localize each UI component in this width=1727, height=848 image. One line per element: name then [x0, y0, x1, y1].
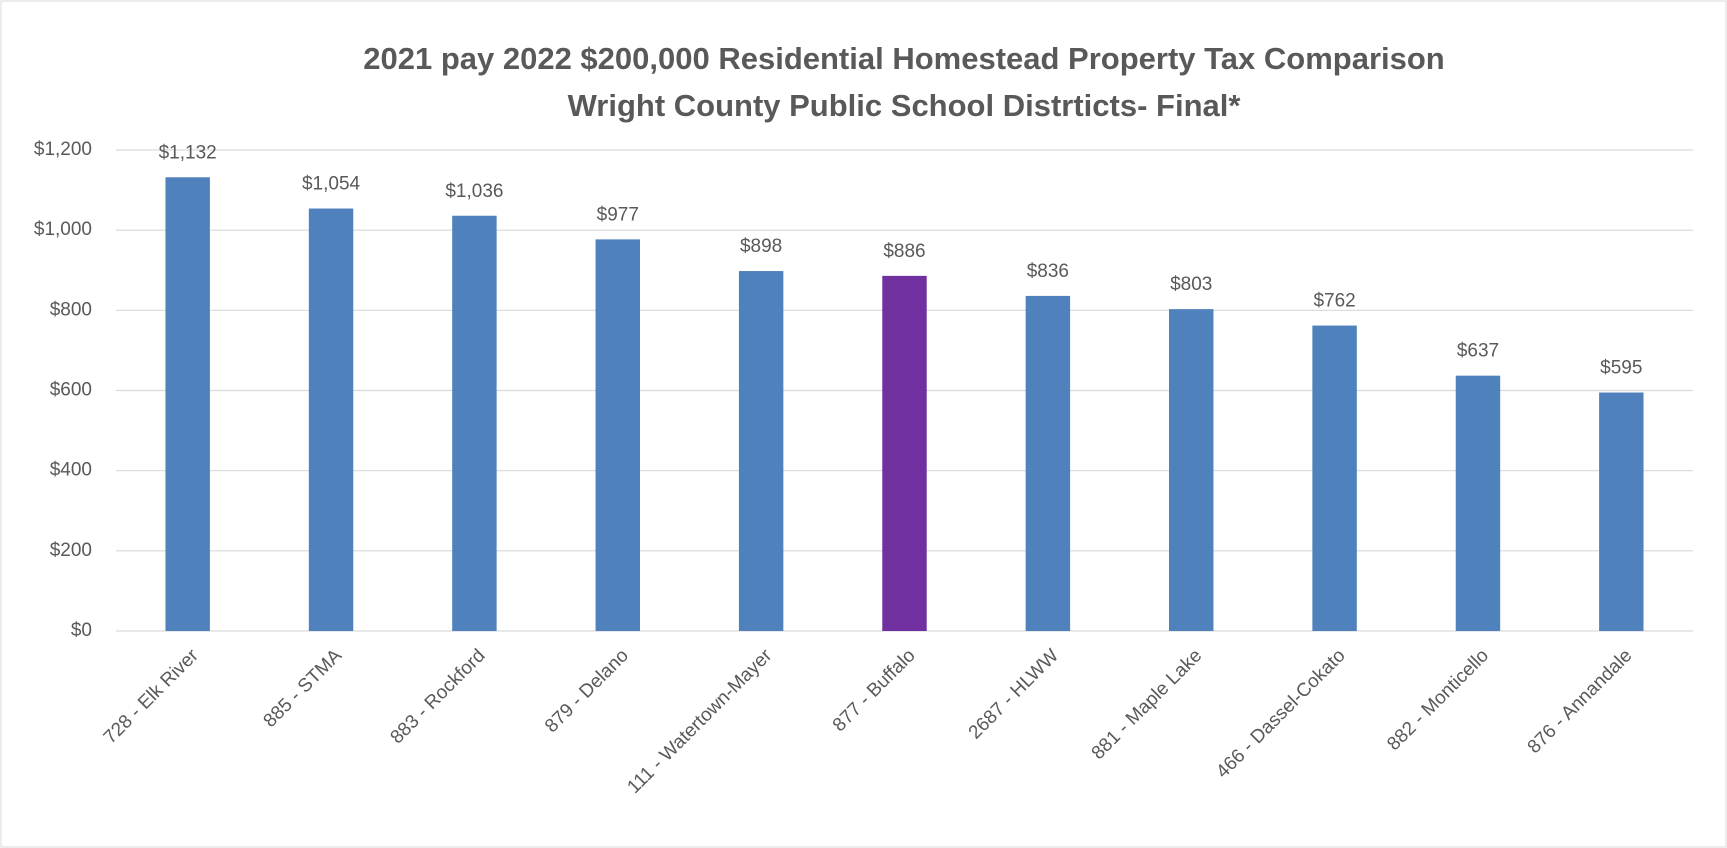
y-tick-label: $400 [50, 460, 92, 481]
data-label: $977 [597, 204, 639, 225]
bar [1169, 309, 1214, 631]
y-tick-label: $1,000 [34, 219, 92, 240]
chart-subtitle: Wright County Public School Distrticts- … [568, 88, 1242, 123]
y-tick-label: $200 [50, 540, 92, 561]
chart-title: 2021 pay 2022 $200,000 Residential Homes… [363, 41, 1445, 76]
bar [1025, 295, 1071, 631]
data-label: $637 [1457, 341, 1499, 362]
bar [1312, 325, 1357, 631]
data-label: $803 [1170, 274, 1212, 295]
data-label: $1,132 [159, 142, 217, 163]
bar [452, 215, 497, 631]
bar [1599, 392, 1644, 631]
data-label: $1,036 [445, 181, 503, 202]
y-tick-label: $800 [50, 299, 92, 320]
bar [308, 208, 354, 631]
y-tick-label: $600 [50, 380, 92, 401]
data-label: $886 [883, 241, 925, 262]
data-label: $595 [1600, 358, 1642, 379]
data-label: $836 [1027, 261, 1069, 282]
y-tick-label: $1,200 [34, 139, 92, 160]
data-label: $898 [740, 236, 782, 257]
bar [882, 275, 927, 631]
bar [1455, 375, 1501, 631]
data-label: $1,054 [302, 174, 361, 195]
y-tick-label: $0 [71, 620, 92, 641]
bar [595, 239, 640, 631]
bar [738, 271, 784, 631]
bar [165, 177, 210, 632]
data-label: $762 [1313, 291, 1355, 312]
